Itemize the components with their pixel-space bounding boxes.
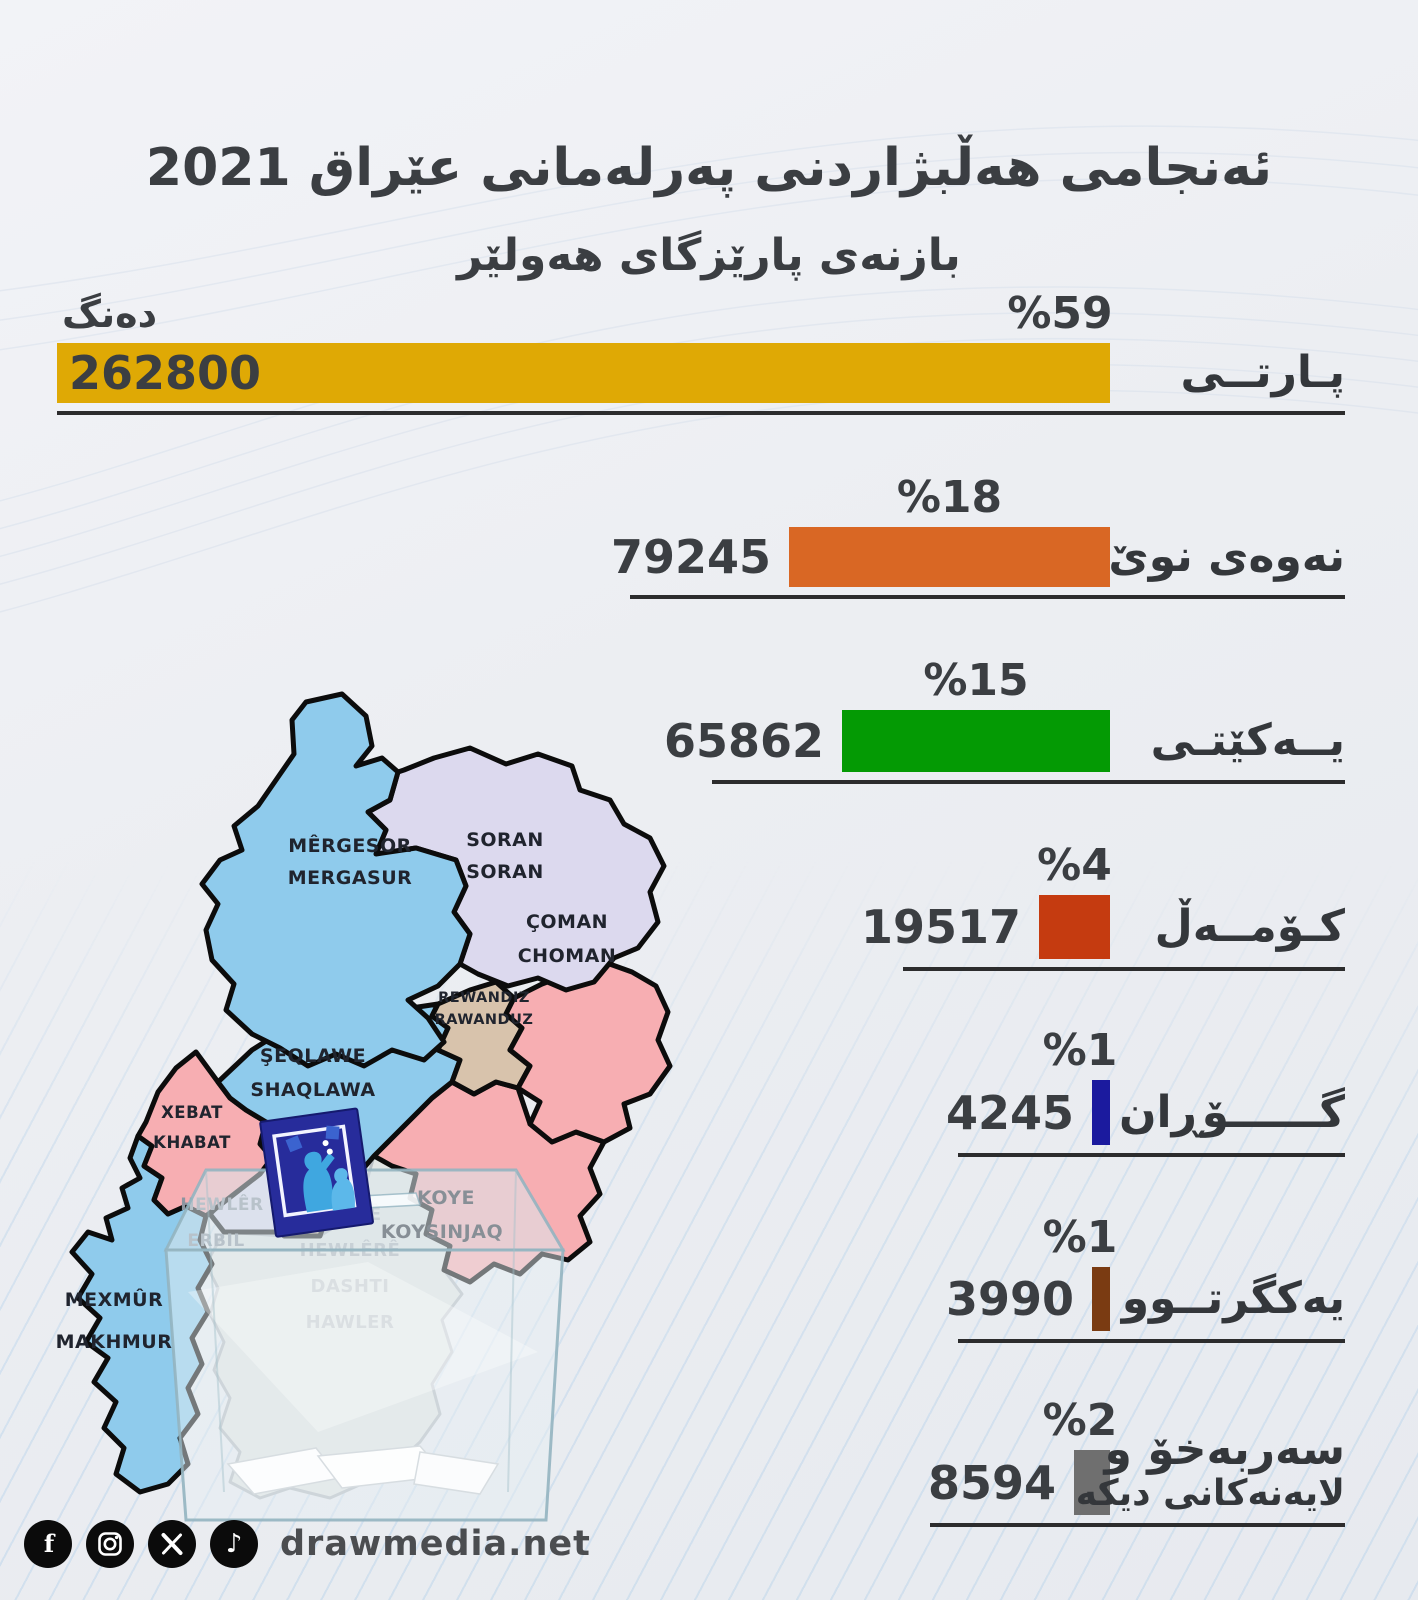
party-label: نەوەی نوێ [1108, 531, 1345, 583]
svg-text:♪: ♪ [226, 1529, 243, 1559]
label-mergasur-ku: MÊRGESOR [288, 834, 412, 857]
vote-count: 8594 [927, 1455, 1056, 1510]
vote-count: 3990 [945, 1272, 1074, 1326]
vote-bar [789, 527, 1110, 587]
label-makhmur-ku: MEXMÛR [65, 1287, 164, 1311]
page-title: ئەنجامی هەڵبژاردنی پەرلەمانی عێراق 2021 [145, 138, 1273, 198]
page-subtitle: بازنەی پارێزگای هەولێر [457, 230, 961, 281]
chart-row: %2 8594 سەربەخۆ و لایەنەکانی دیکە [57, 1394, 1345, 1531]
district-choman [503, 959, 673, 1145]
vote-count: 19517 [860, 900, 1021, 954]
chart-row: %59 262800 پـارتــی [57, 287, 1345, 419]
label-dashti-3: DASHTI [311, 1276, 390, 1297]
x-icon[interactable] [148, 1520, 196, 1568]
party-label: یــەکێتـی [1150, 715, 1345, 767]
label-soran-en: SORAN [466, 861, 544, 883]
instagram-icon[interactable] [86, 1520, 134, 1568]
row-underline [958, 1153, 1345, 1157]
facebook-icon[interactable]: f [24, 1520, 72, 1568]
row-underline [903, 967, 1345, 971]
percent-label: %4 [1037, 840, 1112, 891]
party-label: سەربەخۆ و لایەنەکانی دیکە [1075, 1423, 1345, 1514]
label-soran-ku: SORAN [466, 829, 544, 851]
row-underline [712, 780, 1345, 784]
party-label: پـارتــی [1180, 347, 1345, 399]
chart-row: %4 19517 کـۆمــەڵ [57, 839, 1345, 975]
ihec-logo [272, 1124, 357, 1218]
percent-label: %59 [1007, 288, 1113, 339]
row-underline [958, 1339, 1345, 1343]
label-shaqlawa-ku: ŞEQLAWE [260, 1045, 366, 1067]
percent-label: %18 [896, 472, 1003, 523]
label-rewanduz-en: RAWANDUZ [435, 1012, 534, 1028]
votes-axis-label: دەنگ [62, 292, 158, 336]
vote-count: 262800 [69, 346, 262, 400]
label-makhmur-en: MAKHMUR [56, 1331, 173, 1353]
chart-row: %15 65862 یــەکێتـی [57, 654, 1345, 788]
vote-count: 65862 [663, 714, 824, 768]
label-dashti-4: HAWLER [306, 1312, 395, 1333]
percent-label: %15 [923, 655, 1029, 706]
label-choman-ku: ÇOMAN [526, 911, 608, 933]
chart-row: %1 4245 گــــــۆڕان [57, 1024, 1345, 1161]
party-label: کـۆمــەڵ [1154, 901, 1345, 953]
vote-bar [842, 710, 1110, 772]
label-choman-en: CHOMAN [518, 945, 617, 967]
percent-label: %1 [1042, 1025, 1118, 1076]
party-label: یەکگرتــوو [1121, 1273, 1345, 1325]
vote-count: 4245 [945, 1085, 1074, 1140]
row-underline [57, 411, 1345, 415]
vote-bar [1092, 1080, 1110, 1145]
chart-row: %18 79245 نەوەی نوێ [57, 471, 1345, 603]
label-xebat-en: KHABAT [153, 1133, 231, 1152]
party-label: گــــــۆڕان [1118, 1086, 1345, 1138]
vote-bar [1092, 1267, 1110, 1331]
tiktok-icon[interactable]: ♪ [210, 1520, 258, 1568]
vote-bar [1074, 1450, 1110, 1515]
percent-label: %2 [1042, 1395, 1118, 1446]
footer: f ♪ drawmedia.net [24, 1520, 591, 1568]
chart-row: %1 3990 یەکگرتــوو [57, 1211, 1345, 1347]
ballot-card [259, 1107, 374, 1238]
label-shaqlawa-en: SHAQLAWA [250, 1079, 375, 1101]
vote-bar [57, 343, 1110, 403]
vote-count: 79245 [610, 530, 771, 584]
vote-bar [1039, 895, 1110, 959]
row-underline [630, 595, 1345, 599]
label-xebat-ku: XEBAT [161, 1103, 223, 1122]
ballot-papers [226, 1445, 500, 1495]
svg-text:f: f [44, 1530, 56, 1558]
row-underline [930, 1523, 1345, 1527]
label-rewanduz-ku: REWANDIZ [438, 990, 530, 1006]
district-mergasur [199, 691, 473, 1069]
percent-label: %1 [1042, 1212, 1118, 1263]
website-link[interactable]: drawmedia.net [280, 1524, 591, 1564]
label-mergasur-en: MERGASUR [288, 867, 413, 889]
erbil-districts-map: MÊRGESOR MERGASUR SORAN SORAN ÇOMAN CHOM… [18, 652, 683, 1537]
